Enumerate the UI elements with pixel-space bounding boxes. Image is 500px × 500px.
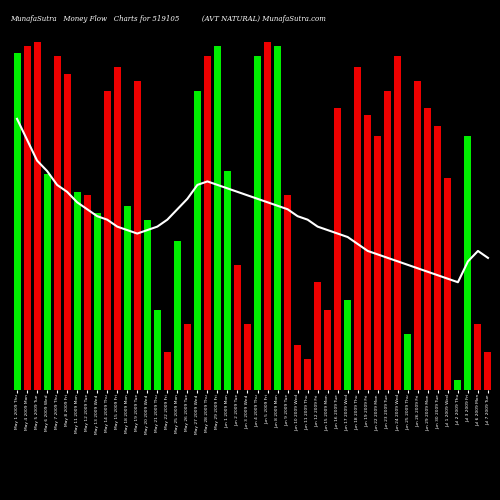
- Bar: [54, 56, 60, 390]
- Bar: [264, 42, 271, 390]
- Bar: [414, 80, 422, 390]
- Bar: [364, 116, 371, 390]
- Bar: [434, 126, 442, 390]
- Bar: [74, 192, 80, 390]
- Bar: [44, 174, 51, 390]
- Bar: [84, 196, 90, 390]
- Bar: [314, 282, 321, 390]
- Bar: [454, 380, 462, 390]
- Bar: [104, 91, 110, 390]
- Bar: [24, 46, 30, 390]
- Bar: [304, 358, 311, 390]
- Bar: [334, 108, 341, 390]
- Bar: [294, 345, 301, 390]
- Bar: [144, 220, 151, 390]
- Bar: [14, 53, 20, 390]
- Bar: [374, 136, 382, 390]
- Bar: [464, 136, 471, 390]
- Bar: [114, 66, 120, 390]
- Bar: [194, 91, 201, 390]
- Text: MunafaSutra   Money Flow   Charts for 519105          (AVT NATURAL) MunafaSutra.: MunafaSutra Money Flow Charts for 519105…: [10, 15, 326, 23]
- Bar: [244, 324, 251, 390]
- Bar: [174, 240, 181, 390]
- Bar: [274, 46, 281, 390]
- Bar: [214, 46, 221, 390]
- Bar: [204, 56, 211, 390]
- Bar: [224, 171, 231, 390]
- Bar: [154, 310, 161, 390]
- Bar: [124, 206, 130, 390]
- Bar: [34, 42, 40, 390]
- Bar: [354, 66, 361, 390]
- Bar: [344, 300, 351, 390]
- Bar: [184, 324, 191, 390]
- Bar: [404, 334, 411, 390]
- Bar: [64, 74, 70, 390]
- Bar: [394, 56, 402, 390]
- Bar: [234, 265, 241, 390]
- Bar: [484, 352, 492, 390]
- Bar: [384, 91, 392, 390]
- Bar: [254, 56, 261, 390]
- Bar: [444, 178, 452, 390]
- Bar: [474, 324, 482, 390]
- Bar: [424, 108, 432, 390]
- Bar: [284, 196, 291, 390]
- Bar: [324, 310, 331, 390]
- Bar: [164, 352, 171, 390]
- Bar: [94, 212, 100, 390]
- Bar: [134, 80, 141, 390]
